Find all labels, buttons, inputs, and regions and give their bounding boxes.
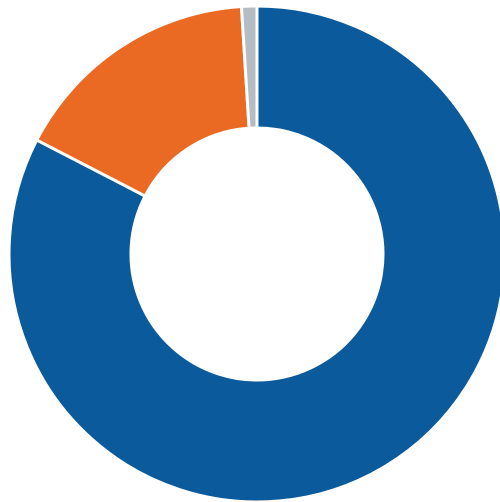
donut-hole <box>131 128 383 380</box>
